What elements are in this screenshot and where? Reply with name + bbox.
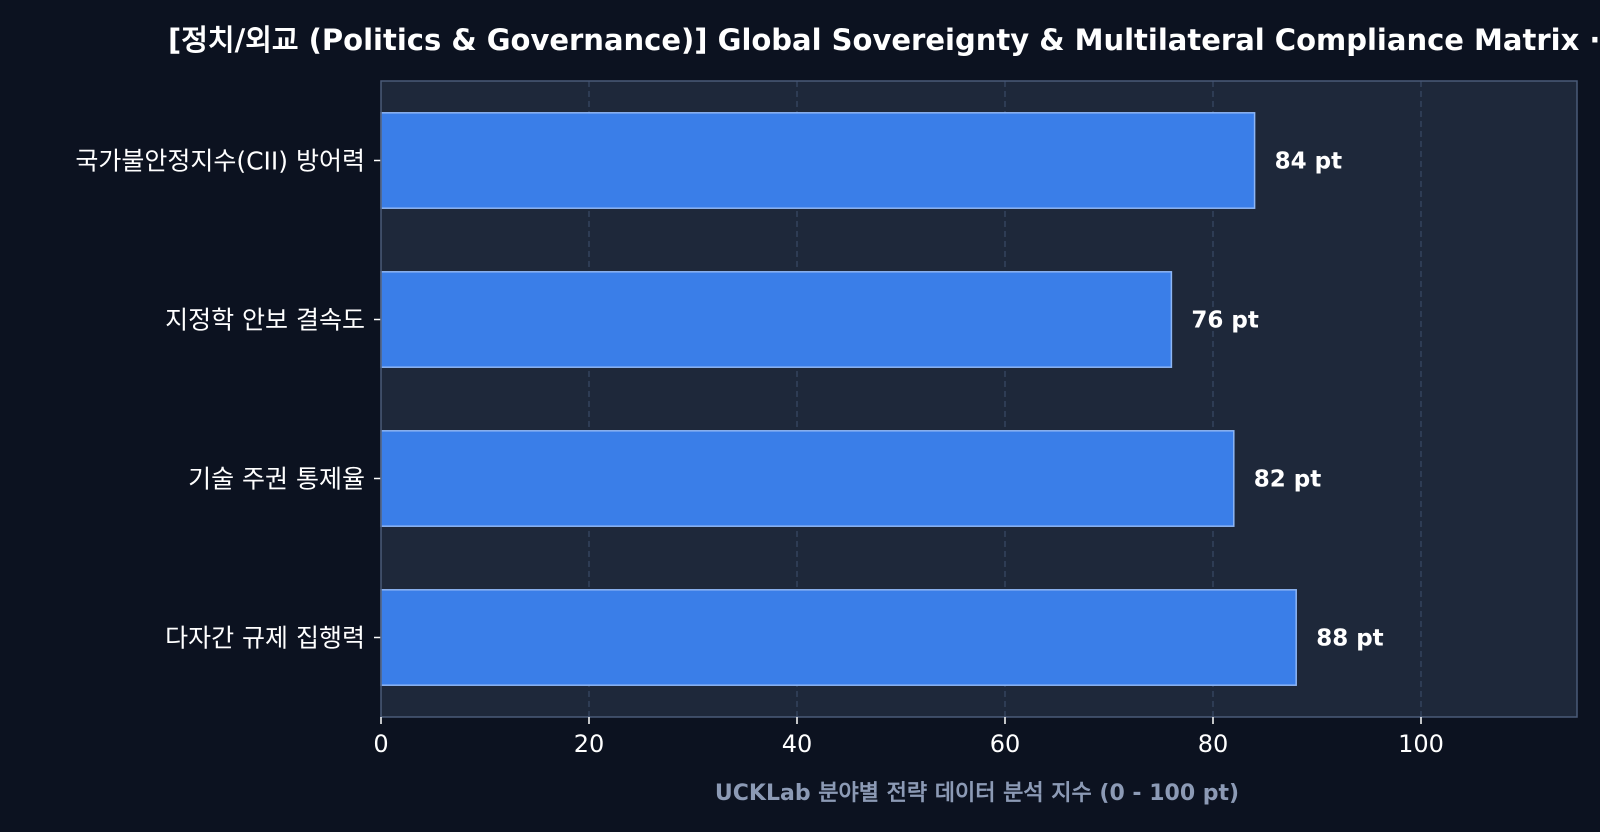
bar-value-label: 84 pt [1275, 149, 1342, 175]
plot-frame [380, 80, 1578, 718]
x-axis-title: UCKLab 분야별 전략 데이터 분석 지수 (0 - 100 pt) [715, 781, 1239, 806]
x-tick-label: 20 [574, 730, 605, 758]
plot-area: 84 pt 국가불안정지수(CII) 방어력 76 pt 지정학 안보 결속도 82 p… [75, 80, 1578, 758]
bar [380, 430, 1235, 527]
y-tick-label: 국가불안정지수(CII) 방어력 [75, 147, 365, 176]
bar [380, 271, 1173, 368]
x-tick-label: 80 [1198, 730, 1229, 758]
x-tick-label: 0 [373, 730, 388, 758]
bar-value-label: 88 pt [1316, 626, 1383, 652]
y-tick-label: 기술 주권 통제율 [188, 465, 365, 494]
bar-value-label: 76 pt [1191, 308, 1258, 334]
chart-title: [정치/외교 (Politics & Governance)] Global S… [168, 23, 1600, 57]
y-tick-label: 지정학 안보 결속도 [165, 306, 365, 335]
y-tick-label: 다자간 규제 집행력 [165, 624, 365, 653]
bar [380, 112, 1256, 209]
x-tick-label: 60 [990, 730, 1021, 758]
x-tick-label: 100 [1398, 730, 1444, 758]
bar [380, 589, 1297, 686]
bar-value-label: 82 pt [1254, 467, 1321, 493]
x-tick-label: 40 [782, 730, 813, 758]
